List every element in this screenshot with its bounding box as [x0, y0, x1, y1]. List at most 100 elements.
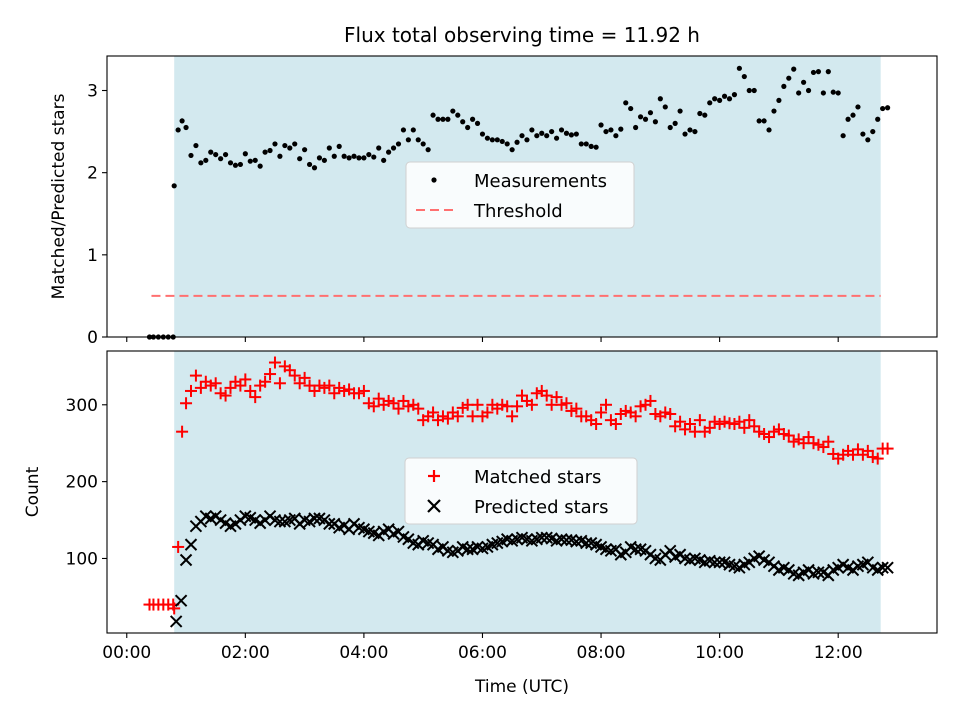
measurement-point: [746, 87, 752, 94]
measurement-point: [203, 157, 209, 163]
matched-star-point: [590, 417, 603, 430]
matched-star-point: [234, 379, 247, 392]
top-legend: Measurements Threshold: [405, 161, 635, 229]
measurement-point: [218, 156, 224, 162]
measurement-point: [346, 155, 352, 161]
matched-star-point: [451, 410, 464, 423]
measurement-point: [786, 75, 792, 81]
matched-star-point: [570, 402, 583, 415]
measurement-point: [756, 118, 762, 124]
predicted-star-point: [555, 533, 568, 546]
measurement-point: [692, 128, 698, 135]
measurement-point: [860, 131, 866, 137]
measurement-point: [361, 155, 367, 161]
matched-star-point: [471, 398, 484, 411]
predicted-star-point: [570, 535, 583, 548]
matched-star-point: [209, 377, 222, 390]
predicted-star-point: [179, 553, 193, 567]
matched-star-point: [861, 444, 874, 457]
top-axes-frame: [106, 55, 938, 338]
measurement-point: [222, 151, 229, 158]
measurement-point: [549, 128, 555, 135]
measurement-point: [175, 127, 181, 133]
measurement-point: [539, 130, 545, 136]
measurement-point: [237, 161, 243, 168]
measurement-point: [840, 133, 846, 139]
measurement-point: [534, 133, 540, 139]
measurement-point: [820, 90, 826, 96]
measurement-point: [825, 69, 831, 75]
measurement-point: [193, 142, 199, 149]
matched-star-point: [168, 602, 181, 615]
predicted-star-point: [713, 556, 726, 569]
measurement-point: [687, 127, 693, 133]
matched-star-point: [239, 373, 252, 386]
legend-matched-label: Matched stars: [474, 467, 601, 488]
measurement-point: [420, 141, 426, 147]
measurement-point: [267, 147, 273, 154]
measurement-point: [514, 139, 520, 145]
measurement-point: [647, 110, 654, 116]
measurement-point: [395, 141, 402, 147]
measurement-point: [796, 90, 802, 96]
measurement-point: [613, 133, 619, 139]
predicted-star-point: [580, 536, 593, 550]
matched-star-point: [441, 412, 454, 425]
measurement-point: [558, 127, 565, 133]
measurement-point: [509, 147, 515, 153]
matched-star-point: [683, 417, 696, 430]
measurement-point: [213, 151, 219, 158]
measurement-point: [578, 141, 584, 147]
x-tick-label: 06:00: [458, 643, 507, 663]
matched-star-point: [224, 381, 237, 394]
measurement-point: [247, 158, 253, 164]
measurement-point: [726, 96, 733, 102]
legend-predicted-label: Predicted stars: [474, 497, 608, 518]
matched-star-point: [629, 410, 642, 423]
measurement-point: [336, 143, 342, 149]
predicted-star-point: [461, 543, 474, 556]
measurement-point: [657, 96, 663, 102]
measurement-point: [311, 165, 318, 171]
measurement-point: [642, 116, 649, 122]
bottom-y-axis-label: Count: [23, 466, 43, 517]
measurement-point: [242, 151, 248, 157]
measurement-point: [469, 116, 476, 122]
measurement-point: [845, 116, 851, 122]
matched-star-point: [609, 417, 622, 430]
matched-star-point: [184, 384, 197, 397]
measurement-point: [519, 133, 525, 139]
matched-star-point: [481, 406, 494, 419]
measurement-point: [376, 145, 382, 151]
measurement-point: [188, 152, 194, 159]
measurement-point: [356, 155, 362, 161]
measurement-point: [262, 149, 268, 155]
x-tick-label: 12:00: [814, 643, 863, 663]
legend-matched-marker: [428, 470, 440, 482]
matched-star-point: [550, 391, 563, 404]
matched-star-point: [288, 369, 301, 382]
measurement-point: [440, 116, 446, 122]
measurement-point: [588, 143, 594, 149]
measurement-point: [633, 124, 639, 131]
measurement-point: [662, 104, 668, 110]
measurement-point: [766, 127, 772, 133]
y-tick-label: 2: [87, 164, 98, 184]
legend-measurements-marker: [431, 177, 437, 183]
matched-star-point: [599, 398, 612, 411]
measurement-point: [171, 183, 177, 189]
measurement-point: [366, 151, 372, 158]
measurement-point: [410, 127, 416, 133]
chart-title: Flux total observing time = 11.92 h: [344, 23, 700, 47]
matched-star-point: [189, 369, 202, 382]
measurement-point: [400, 127, 407, 133]
matched-star-point: [822, 435, 835, 448]
predicted-star-point: [273, 515, 287, 528]
matched-star-point: [693, 414, 706, 427]
measurement-point: [252, 157, 258, 163]
matched-star-point: [703, 421, 716, 434]
measurement-point: [870, 128, 876, 135]
measurement-point: [321, 157, 327, 163]
measurement-point: [272, 141, 278, 147]
measurement-point: [618, 126, 624, 132]
